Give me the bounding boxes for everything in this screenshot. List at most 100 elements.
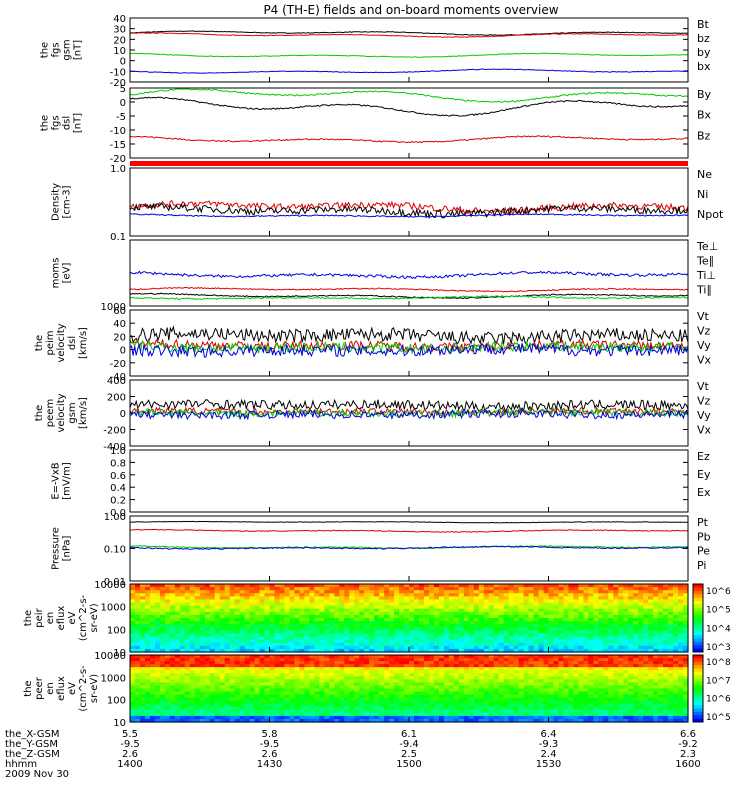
spec-cell <box>229 682 236 687</box>
spec-cell <box>663 679 669 684</box>
spec-cell <box>334 618 340 622</box>
spec-cell <box>179 590 186 594</box>
spec-cell <box>663 658 669 662</box>
spec-cell <box>633 682 639 687</box>
spec-cell <box>294 645 300 650</box>
spec-cell <box>668 694 674 699</box>
spec-cell <box>334 584 340 588</box>
spec-cell <box>618 670 624 674</box>
spec-cell <box>533 709 540 714</box>
spec-cell <box>259 685 266 690</box>
spec-cell <box>563 633 570 638</box>
spec-cell <box>443 584 450 588</box>
spec-cell <box>438 676 445 680</box>
spec-cell <box>423 697 430 702</box>
spec-cell <box>409 682 415 687</box>
spec-cell <box>379 599 385 604</box>
spec-cell <box>184 676 191 680</box>
spec-cell <box>538 633 545 638</box>
spec-cell <box>653 691 659 696</box>
spec-cell <box>613 599 619 604</box>
spec-cell <box>498 700 505 705</box>
spec-cell <box>643 614 649 619</box>
spec-cell <box>139 584 146 588</box>
spec-cell <box>174 587 181 591</box>
y-tick-label: 10000 <box>94 580 126 591</box>
spec-cell <box>673 590 679 594</box>
spec-cell <box>159 645 166 650</box>
spec-cell <box>299 676 305 680</box>
spec-cell <box>468 697 475 702</box>
spec-cell <box>224 700 231 705</box>
spec-cell <box>259 709 266 714</box>
spec-cell <box>339 688 345 693</box>
spec-cell <box>593 614 599 619</box>
spec-cell <box>309 608 315 613</box>
spec-cell <box>239 700 246 705</box>
spec-cell <box>279 664 286 668</box>
spec-cell <box>473 618 480 622</box>
spec-cell <box>239 694 246 699</box>
spec-cell <box>359 685 365 690</box>
spec-cell <box>384 611 390 616</box>
spec-cell <box>458 636 465 641</box>
spec-cell <box>209 614 216 619</box>
spec-cell <box>239 706 246 711</box>
spec-cell <box>443 627 450 631</box>
spec-cell <box>184 624 191 628</box>
spec-cell <box>583 667 589 671</box>
spec-cell <box>553 676 560 680</box>
spec-cell <box>154 627 161 631</box>
spec-cell <box>154 624 161 628</box>
spec-cell <box>289 584 296 588</box>
y-tick-label: -400 <box>103 442 126 453</box>
spec-cell <box>638 584 644 588</box>
spec-cell <box>623 596 629 601</box>
spec-cell <box>199 599 206 604</box>
spec-cell <box>169 658 176 662</box>
spec-cell <box>538 682 545 687</box>
spec-cell <box>364 611 370 616</box>
spec-cell <box>369 664 375 668</box>
spec-cell <box>563 639 570 644</box>
spec-cell <box>279 639 286 644</box>
spec-cell <box>548 676 555 680</box>
spec-cell <box>404 614 410 619</box>
colorbar-cell <box>693 631 703 636</box>
spec-cell <box>359 661 365 665</box>
spec-cell <box>468 682 475 687</box>
spec-cell <box>438 608 445 613</box>
spec-cell <box>224 624 231 628</box>
spec-cell <box>234 614 241 619</box>
spec-cell <box>354 645 360 650</box>
spec-cell <box>369 599 375 604</box>
spec-cell <box>234 639 241 644</box>
spec-cell <box>269 621 276 625</box>
spec-cell <box>399 645 405 650</box>
spec-cell <box>638 599 644 604</box>
spec-cell <box>404 596 410 601</box>
spec-cell <box>428 584 435 588</box>
spec-cell <box>309 605 315 610</box>
spec-cell <box>568 630 575 635</box>
spec-cell <box>558 624 565 628</box>
spec-cell <box>453 670 460 674</box>
spec-cell <box>518 688 525 693</box>
spec-cell <box>598 685 604 690</box>
spec-cell <box>463 642 470 647</box>
spec-cell <box>568 709 575 714</box>
spec-cell <box>289 618 296 622</box>
spec-cell <box>448 596 455 601</box>
spec-cell <box>149 639 156 644</box>
legend-entry: Ez <box>697 450 710 463</box>
spec-cell <box>334 608 340 613</box>
spec-cell <box>663 661 669 665</box>
spec-cell <box>269 599 276 604</box>
spec-cell <box>364 682 370 687</box>
spec-cell <box>294 712 300 717</box>
spec-cell <box>498 621 505 625</box>
spec-cell <box>404 618 410 622</box>
spec-cell <box>543 697 550 702</box>
spec-cell <box>274 599 281 604</box>
spec-cell <box>428 608 435 613</box>
